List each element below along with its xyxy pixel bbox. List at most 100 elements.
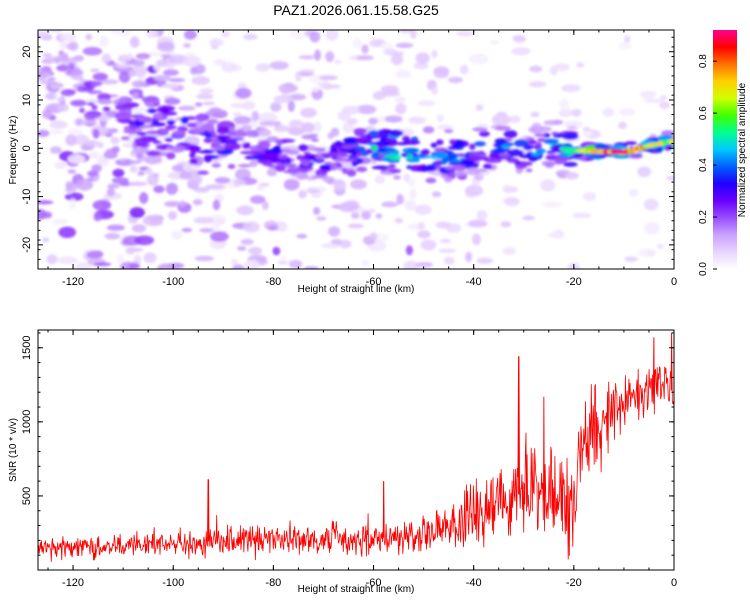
heatmap-cell bbox=[49, 146, 62, 154]
heatmap-cell bbox=[512, 35, 527, 43]
heatmap-ridge-cell bbox=[125, 53, 134, 60]
heatmap-cell bbox=[91, 164, 102, 173]
heatmap-ridge-cell bbox=[565, 171, 579, 180]
heatmap-cell bbox=[99, 79, 119, 85]
heatmap-cell bbox=[409, 188, 417, 200]
heatmap-cell bbox=[273, 95, 294, 104]
heatmap-cell bbox=[146, 52, 164, 57]
heatmap-cell bbox=[68, 128, 83, 135]
heatmap-cell bbox=[295, 71, 302, 82]
heatmap-cell bbox=[251, 110, 260, 122]
heatmap-cell bbox=[500, 221, 512, 228]
heatmap-cell bbox=[310, 87, 320, 93]
heatmap-cell bbox=[414, 204, 432, 215]
heatmap-ridge-cell bbox=[233, 116, 252, 124]
heatmap-cell bbox=[491, 113, 511, 126]
heatmap-cell bbox=[431, 86, 438, 95]
heatmap-cell bbox=[157, 41, 175, 52]
y-tick-label: 1500 bbox=[21, 336, 33, 360]
heatmap-cell bbox=[243, 221, 260, 233]
heatmap-ridge-cell bbox=[220, 135, 232, 143]
heatmap-ridge-cell bbox=[436, 139, 444, 146]
heatmap-cell bbox=[92, 128, 100, 139]
heatmap-ridge-cell bbox=[164, 137, 174, 142]
heatmap-cell bbox=[233, 179, 247, 186]
heatmap-cell bbox=[194, 255, 214, 262]
heatmap-cell bbox=[54, 161, 67, 169]
heatmap-ridge-cell bbox=[353, 127, 368, 134]
heatmap-cell bbox=[639, 90, 657, 99]
heatmap-cell bbox=[395, 69, 412, 79]
heatmap-cell bbox=[325, 51, 335, 63]
heatmap-cell bbox=[75, 179, 94, 191]
heatmap-cell bbox=[288, 259, 303, 269]
heatmap-ridge-cell bbox=[91, 90, 103, 94]
heatmap-ridge-cell bbox=[624, 141, 637, 146]
heatmap-ridge-cell bbox=[105, 132, 113, 138]
heatmap-cell bbox=[643, 222, 660, 235]
heatmap-ridge-cell bbox=[91, 104, 98, 111]
heatmap-ridge-cell bbox=[240, 150, 257, 155]
heatmap-ridge-cell bbox=[128, 124, 138, 130]
heatmap-cell bbox=[193, 186, 210, 193]
heatmap-ridge-cell bbox=[81, 86, 94, 92]
heatmap-ridge-cell bbox=[137, 144, 151, 148]
heatmap-cell bbox=[643, 198, 659, 211]
heatmap-ridge-cell bbox=[153, 102, 161, 107]
heatmap-ridge-cell bbox=[216, 126, 230, 135]
heatmap-ridge-cell bbox=[563, 162, 578, 167]
heatmap-ridge-cell bbox=[149, 122, 166, 127]
heatmap-ridge-cell bbox=[514, 139, 529, 148]
heatmap-cell bbox=[132, 107, 150, 116]
heatmap-cell bbox=[298, 55, 316, 60]
heatmap-ridge-cell bbox=[474, 141, 486, 147]
heatmap-cell bbox=[192, 199, 203, 206]
colorbar: 0.0 0.2 0.4 0.6 0.8 Normalized spectral ampl… bbox=[698, 30, 748, 276]
heatmap-cell bbox=[213, 59, 226, 66]
heatmap-cell bbox=[564, 120, 583, 128]
heatmap-cell bbox=[143, 252, 157, 263]
heatmap-cell bbox=[221, 62, 237, 73]
heatmap-ridge-cell bbox=[199, 88, 214, 94]
heatmap-cell bbox=[431, 191, 442, 198]
heatmap-ridge-cell bbox=[50, 84, 61, 89]
heatmap-ridge-cell bbox=[303, 151, 311, 156]
heatmap-ridge-cell bbox=[134, 137, 152, 145]
heatmap-ridge-cell bbox=[373, 141, 391, 145]
heatmap-cell bbox=[283, 178, 300, 191]
heatmap-ridge-cell bbox=[44, 93, 54, 100]
heatmap-ridge-cell bbox=[47, 77, 56, 81]
heatmap-ridge-cell bbox=[594, 144, 609, 151]
heatmap-cell bbox=[465, 184, 484, 197]
heatmap-ridge-cell bbox=[71, 75, 84, 81]
heatmap-ridge-cell bbox=[69, 69, 84, 77]
heatmap-cell bbox=[374, 175, 385, 185]
heatmap-ridge-cell bbox=[356, 166, 368, 173]
heatmap-ridge-cell bbox=[384, 115, 403, 123]
heatmap-ridge-cell bbox=[118, 96, 131, 104]
heatmap-ridge-cell bbox=[389, 168, 402, 174]
heatmap-ridge-cell bbox=[186, 122, 197, 128]
heatmap-ridge-cell bbox=[494, 125, 511, 131]
x-tick-label: -40 bbox=[466, 276, 482, 288]
heatmap-ridge-cell bbox=[258, 183, 270, 187]
heatmap-cell bbox=[137, 171, 145, 176]
heatmap-layer bbox=[38, 30, 674, 269]
heatmap-cell bbox=[504, 197, 520, 207]
heatmap-cell bbox=[472, 233, 481, 245]
x-tick-label: -20 bbox=[566, 276, 582, 288]
heatmap-cell bbox=[509, 115, 521, 124]
heatmap-cell bbox=[42, 109, 52, 119]
heatmap-ridge-cell bbox=[203, 138, 213, 144]
heatmap-cell bbox=[314, 121, 322, 133]
heatmap-cell bbox=[369, 232, 378, 241]
heatmap-ridge-cell bbox=[136, 132, 147, 136]
heatmap-cell bbox=[117, 30, 132, 37]
figure-title: PAZ1.2026.061.15.58.G25 bbox=[273, 2, 439, 18]
heatmap-cell bbox=[313, 207, 321, 215]
heatmap-ridge-cell bbox=[232, 112, 243, 117]
heatmap-ridge-cell bbox=[114, 112, 133, 120]
heatmap-ridge-cell bbox=[178, 105, 196, 111]
heatmap-ridge-cell bbox=[492, 148, 506, 154]
